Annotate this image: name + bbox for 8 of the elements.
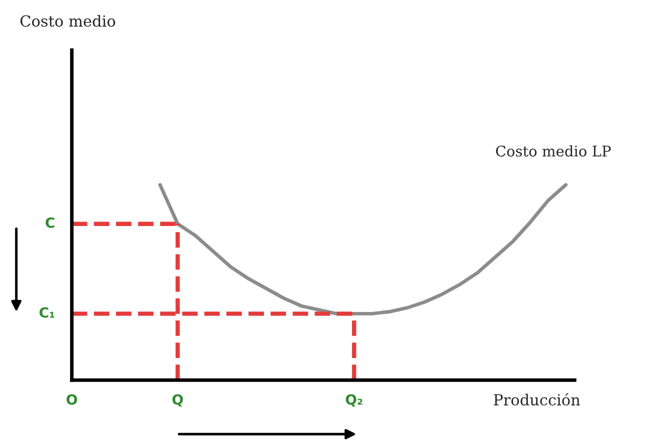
x-tick-label: Q xyxy=(172,394,183,407)
x-tick-label: O xyxy=(66,394,78,405)
text: C xyxy=(46,217,54,228)
text: Costo medio LP xyxy=(496,145,611,157)
x-axis-title: Producción xyxy=(494,393,580,406)
x-tick-label: Q₂ xyxy=(346,394,362,407)
text: Costo medio xyxy=(20,14,116,27)
text: C₁ xyxy=(40,307,54,318)
